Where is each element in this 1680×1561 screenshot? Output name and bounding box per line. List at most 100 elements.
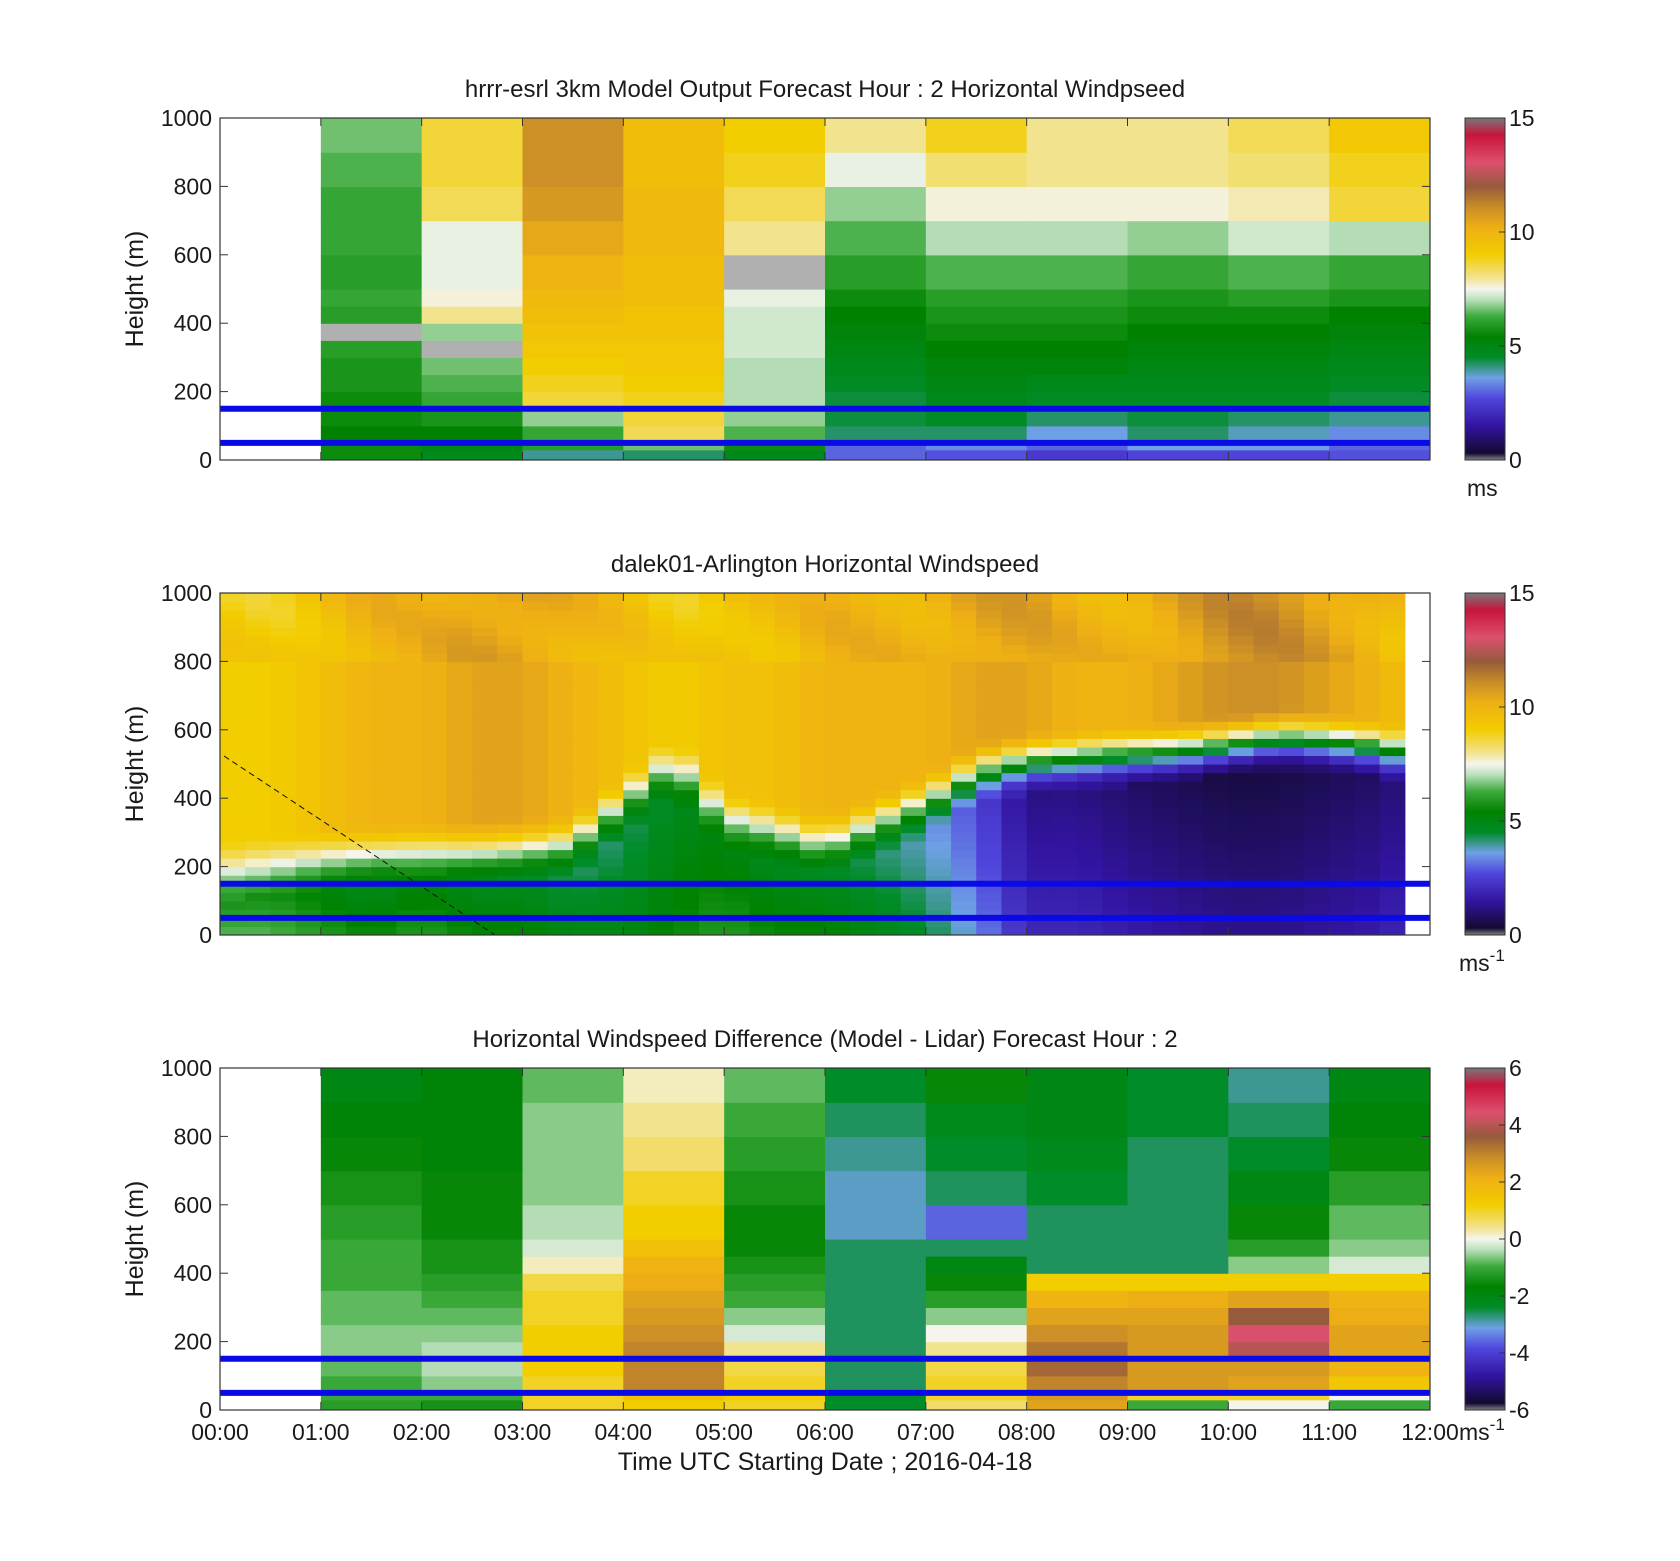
- heatmap-cell: [673, 704, 700, 714]
- heatmap-cell: [1001, 661, 1028, 671]
- y-tick-label: 0: [199, 922, 212, 948]
- heatmap-cell: [1077, 661, 1103, 671]
- heatmap-cell: [1177, 823, 1204, 833]
- heatmap-cell: [825, 306, 927, 324]
- heatmap-cell: [1102, 644, 1129, 654]
- heatmap-cell: [1177, 755, 1204, 765]
- heatmap-cell: [396, 832, 423, 842]
- heatmap-cell: [1001, 823, 1028, 833]
- heatmap-cell: [1278, 601, 1305, 611]
- heatmap-cell: [1354, 712, 1381, 722]
- heatmap-cell: [1228, 118, 1330, 153]
- heatmap-cell: [1303, 883, 1330, 893]
- heatmap-cell: [421, 781, 448, 791]
- heatmap-cell: [522, 840, 549, 851]
- heatmap-cell: [774, 781, 801, 791]
- heatmap-cell: [1177, 849, 1204, 859]
- heatmap-cell: [295, 695, 322, 705]
- heatmap-cell: [951, 721, 977, 731]
- heatmap-cell: [673, 601, 700, 611]
- heatmap-cell: [1228, 789, 1255, 799]
- heatmap-cell: [724, 1204, 826, 1240]
- heatmap-cell: [320, 306, 423, 324]
- heatmap-cell: [446, 832, 473, 842]
- heatmap-cell: [598, 695, 624, 705]
- heatmap-cell: [1303, 866, 1330, 876]
- heatmap-cell: [1001, 875, 1028, 885]
- heatmap-cell: [396, 866, 423, 876]
- heatmap-cell: [925, 635, 952, 645]
- heatmap-cell: [875, 883, 902, 893]
- heatmap-cell: [446, 917, 473, 928]
- heatmap-cell: [1303, 729, 1330, 739]
- heatmap-cell: [875, 678, 902, 688]
- heatmap-cell: [270, 917, 297, 928]
- heatmap-cell: [724, 781, 750, 791]
- heatmap-cell: [1379, 627, 1406, 637]
- heatmap-cell: [270, 849, 297, 859]
- heatmap-cell: [1203, 738, 1229, 748]
- heatmap-cell: [1102, 661, 1129, 671]
- heatmap-cell: [976, 900, 1003, 910]
- heatmap-cell: [976, 593, 1003, 603]
- heatmap-cell: [497, 883, 524, 893]
- heatmap-cell: [371, 610, 398, 620]
- heatmap-cell: [1026, 900, 1053, 910]
- heatmap-cell: [598, 926, 624, 935]
- heatmap-cell: [245, 678, 272, 688]
- heatmap-cell: [1026, 866, 1053, 876]
- heatmap-cell: [1278, 704, 1305, 714]
- heatmap-cell: [1228, 900, 1255, 910]
- heatmap-cell: [220, 764, 246, 774]
- heatmap-cell: [850, 738, 877, 748]
- heatmap-cell: [1379, 652, 1406, 662]
- heatmap-cell: [1303, 610, 1330, 620]
- heatmap-cell: [346, 806, 372, 816]
- heatmap-cell: [396, 900, 423, 910]
- heatmap-cell: [547, 695, 574, 705]
- heatmap-cell: [1329, 721, 1355, 731]
- heatmap-cell: [774, 738, 801, 748]
- heatmap-cell: [875, 618, 902, 628]
- heatmap-cell: [1329, 832, 1355, 842]
- heatmap-cell: [623, 746, 650, 757]
- heatmap-cell: [1051, 687, 1078, 697]
- heatmap-cell: [774, 669, 801, 680]
- heatmap-cell: [850, 858, 877, 868]
- heatmap-cell: [749, 610, 776, 620]
- heatmap-cell: [825, 866, 851, 876]
- heatmap-cell: [1026, 1358, 1129, 1377]
- heatmap-cell: [1077, 849, 1103, 859]
- heatmap-cell: [1102, 849, 1129, 859]
- heatmap-cell: [698, 926, 725, 935]
- heatmap-cell: [1001, 635, 1028, 645]
- heatmap-cell: [976, 815, 1003, 825]
- heatmap-cell: [1228, 909, 1255, 919]
- heatmap-cell: [598, 858, 624, 868]
- heatmap-cell: [1177, 593, 1204, 603]
- heatmap-cell: [572, 849, 599, 859]
- heatmap-cell: [1152, 875, 1179, 885]
- heatmap-cell: [245, 627, 272, 637]
- heatmap-cell: [572, 892, 599, 902]
- heatmap-cell: [925, 738, 952, 748]
- heatmap-cell: [1253, 695, 1280, 705]
- heatmap-cell: [421, 1273, 524, 1291]
- heatmap-cell: [1051, 840, 1078, 851]
- heatmap-cell: [1329, 306, 1430, 324]
- heatmap-cell: [522, 917, 549, 928]
- heatmap-cell: [245, 729, 272, 739]
- heatmap-cell: [598, 755, 624, 765]
- heatmap-cell: [295, 678, 322, 688]
- heatmap-cell: [673, 610, 700, 620]
- heatmap-cell: [1228, 781, 1255, 791]
- heatmap-cell: [396, 798, 423, 808]
- heatmap-cell: [1102, 721, 1129, 731]
- heatmap-cell: [572, 635, 599, 645]
- heatmap-cell: [371, 815, 398, 825]
- heatmap-cell: [421, 254, 524, 290]
- heatmap-cell: [270, 669, 297, 680]
- heatmap-cell: [1051, 618, 1078, 628]
- heatmap-cell: [270, 755, 297, 765]
- heatmap-cell: [774, 678, 801, 688]
